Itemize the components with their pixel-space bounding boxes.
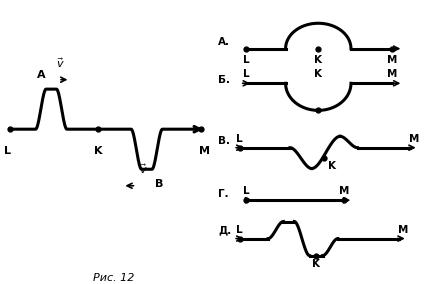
Text: L: L: [243, 69, 250, 79]
Text: В.: В.: [218, 136, 230, 146]
Text: $\vec{v}$: $\vec{v}$: [139, 162, 148, 176]
Text: L: L: [236, 225, 243, 235]
Text: $\vec{v}$: $\vec{v}$: [55, 57, 64, 70]
Text: M: M: [387, 69, 398, 79]
Text: M: M: [198, 146, 210, 156]
Text: K: K: [314, 55, 322, 66]
Text: B: B: [155, 179, 163, 189]
Text: L: L: [236, 133, 243, 143]
Text: Б.: Б.: [218, 75, 230, 85]
Text: Г.: Г.: [218, 189, 228, 199]
Text: M: M: [339, 186, 350, 196]
Text: K: K: [312, 259, 320, 270]
Text: K: K: [314, 69, 322, 79]
Text: Д.: Д.: [218, 225, 231, 235]
Text: Рис. 12: Рис. 12: [93, 273, 134, 283]
Text: M: M: [387, 55, 398, 66]
Text: M: M: [409, 133, 419, 143]
Text: M: M: [398, 225, 409, 235]
Text: L: L: [243, 55, 250, 66]
Text: L: L: [4, 146, 11, 156]
Text: K: K: [94, 146, 102, 156]
Text: K: K: [328, 161, 336, 171]
Text: A: A: [37, 70, 45, 80]
Text: L: L: [243, 186, 250, 196]
Text: А.: А.: [218, 37, 230, 47]
